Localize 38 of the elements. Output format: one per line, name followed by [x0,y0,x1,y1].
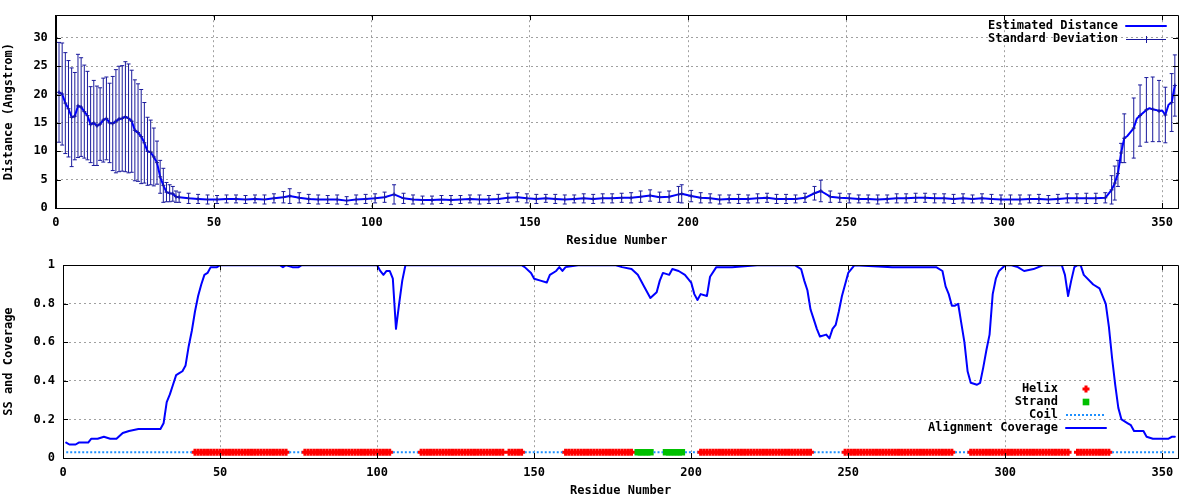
y-axis-title: SS and Coverage [1,307,16,416]
x-tick-label: 150 [519,215,541,230]
legend-label: Standard Deviation [987,31,1118,46]
x-axis-title: Residue Number [569,482,672,497]
y-tick-label: 15 [33,115,48,130]
legend-label: Alignment Coverage [927,420,1058,435]
y-tick-label: 0 [47,450,56,465]
legend-label: Strand [1014,394,1058,409]
x-tick-label: 100 [366,465,388,480]
x-tick-label: 350 [1151,215,1174,230]
x-tick-label: 100 [361,215,383,230]
x-tick-label: 350 [1151,465,1174,480]
legend-label: Coil [1029,407,1058,422]
y-tick-label: 5 [40,171,48,186]
legend-label: Helix [1021,381,1058,396]
x-tick-label: 250 [837,465,860,480]
x-tick-label: 50 [212,465,228,480]
y-tick-label: 30 [33,30,48,45]
x-tick-label: 0 [59,465,67,480]
y-tick-label: 1 [47,257,56,272]
legend-label: Estimated Distance [987,18,1118,33]
x-tick-label: 200 [680,465,703,480]
y-tick-label: 0.4 [33,373,56,388]
y-axis-title: Distance (Angstrom) [1,42,16,181]
x-tick-label: 250 [835,215,857,230]
y-tick-label: 0.2 [33,411,56,426]
x-axis-title: Residue Number [566,232,668,247]
y-tick-label: 0 [40,200,48,215]
y-tick-label: 25 [33,58,48,73]
y-tick-label: 10 [33,143,48,158]
y-tick-label: 0.6 [33,334,56,349]
x-tick-label: 300 [993,215,1015,230]
x-tick-label: 300 [994,465,1017,480]
x-tick-label: 50 [206,215,222,230]
y-tick-label: 0.8 [33,295,56,310]
y-tick-label: 20 [33,86,48,101]
x-tick-label: 150 [523,465,546,480]
x-tick-label: 200 [677,215,699,230]
